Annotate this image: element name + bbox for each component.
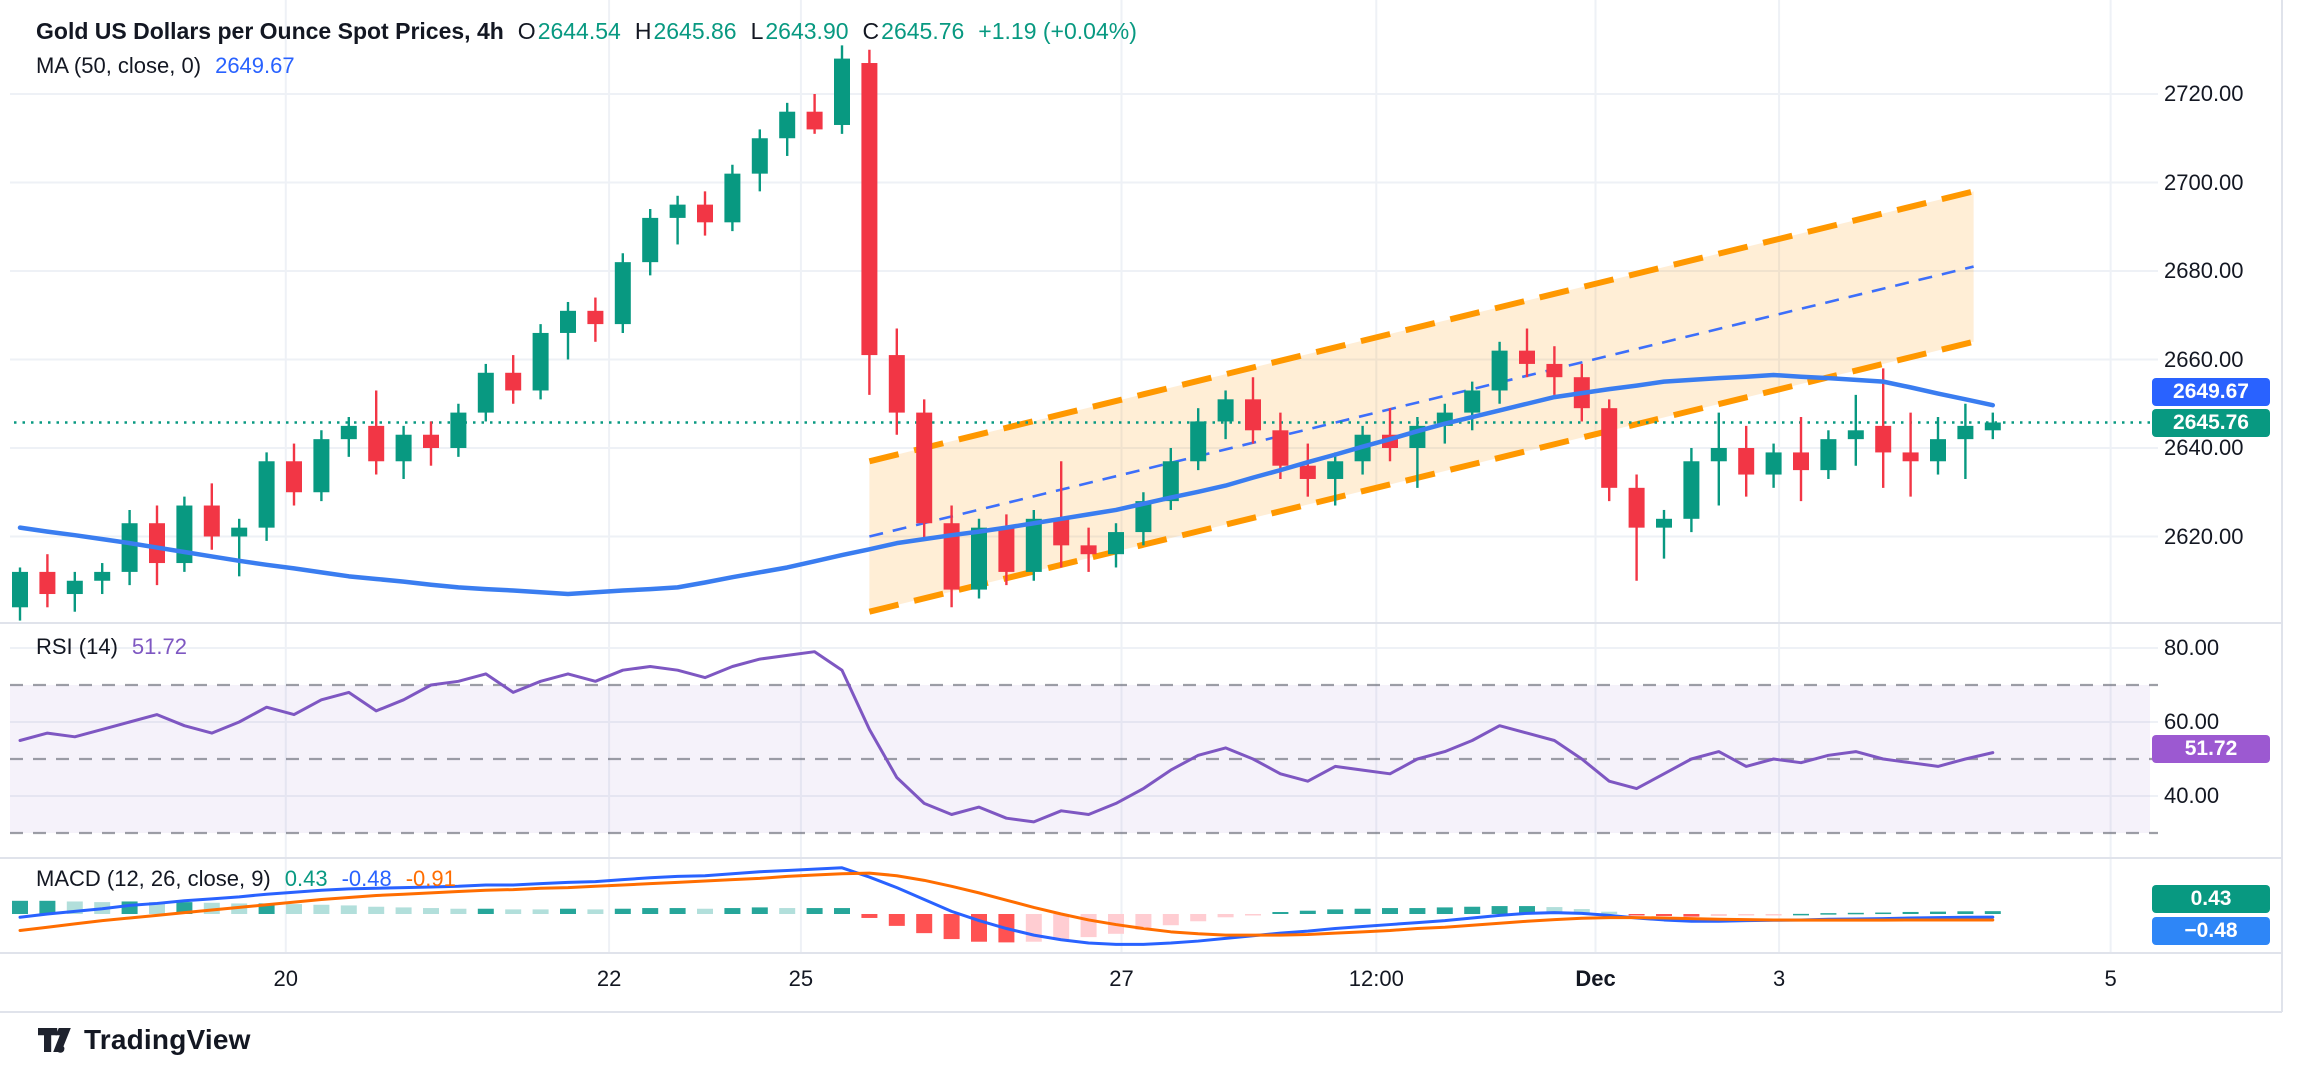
ohlc-low: L 2643.90 xyxy=(751,18,849,45)
last-price-badge: 2645.76 xyxy=(2152,409,2270,437)
time-axis-label: 22 xyxy=(596,966,622,991)
rsi-value-badge: 51.72 xyxy=(2152,735,2270,763)
rsi-legend-row: RSI (14) 51.72 xyxy=(36,634,187,660)
macd-hist-value: 0.43 xyxy=(284,866,328,891)
macd-indicator-label[interactable]: MACD (12, 26, close, 9) xyxy=(36,866,271,891)
time-axis[interactable]: 20 22 25 27 12:00 Dec 3 5 xyxy=(0,952,2150,1012)
time-axis-label: 5 xyxy=(2104,966,2117,991)
high-label: H xyxy=(634,18,652,44)
tradingview-logo-icon xyxy=(38,1028,71,1053)
time-axis-label: 20 xyxy=(273,966,299,991)
open-label: O xyxy=(517,18,536,44)
time-axis-label: 3 xyxy=(1772,966,1786,991)
low-value: 2643.90 xyxy=(765,18,849,44)
main-legend-row: Gold US Dollars per Ounce Spot Prices, 4… xyxy=(36,18,1137,45)
rsi-indicator-label[interactable]: RSI (14) xyxy=(36,634,118,659)
price-axis-label: 2720.00 xyxy=(2164,81,2244,106)
price-axis-label: 2640.00 xyxy=(2164,435,2244,460)
ohlc-close: C 2645.76 xyxy=(863,18,965,45)
close-value: 2645.76 xyxy=(881,18,965,44)
high-value: 2645.86 xyxy=(653,18,737,44)
ohlc-open: O 2644.54 xyxy=(518,18,621,45)
ma-legend-row: MA (50, close, 0) 2649.67 xyxy=(36,53,295,79)
change-value: +1.19 (+0.04%) xyxy=(978,18,1137,44)
rsi-indicator-value: 51.72 xyxy=(131,634,187,659)
time-axis-label: 25 xyxy=(788,966,814,991)
time-axis-label: Dec xyxy=(1575,966,1616,991)
close-label: C xyxy=(862,18,880,44)
rsi-axis-label: 60.00 xyxy=(2164,709,2220,734)
ohlc-high: H 2645.86 xyxy=(635,18,737,45)
time-axis-label: 27 xyxy=(1109,966,1134,991)
price-axis[interactable]: 2720.00 2700.00 2680.00 2660.00 2640.00 2620.… xyxy=(2150,0,2304,1012)
price-axis-label: 2620.00 xyxy=(2164,523,2244,549)
macd-legend-row: MACD (12, 26, close, 9) 0.43 -0.48 -0.91 xyxy=(36,866,456,892)
price-axis-label: 2680.00 xyxy=(2164,258,2244,283)
macd-line-value: -0.48 xyxy=(341,866,392,891)
macd-hist-badge: 0.43 xyxy=(2152,885,2270,913)
tradingview-logo-text: TradingView xyxy=(84,1024,251,1055)
ma-indicator-label[interactable]: MA (50, close, 0) xyxy=(36,53,202,78)
ma-indicator-value: 2649.67 xyxy=(215,53,295,78)
low-label: L xyxy=(750,18,764,44)
open-value: 2644.54 xyxy=(537,18,621,44)
rsi-axis-label: 80.00 xyxy=(2164,635,2220,660)
tradingview-logo[interactable]: TradingView xyxy=(34,1020,251,1060)
macd-signal-value: -0.91 xyxy=(405,866,456,891)
macd-line-badge: −0.48 xyxy=(2152,917,2270,945)
time-axis-label: 12:00 xyxy=(1348,966,1404,991)
price-axis-label: 2660.00 xyxy=(2164,346,2244,372)
symbol-title[interactable]: Gold US Dollars per Ounce Spot Prices, 4… xyxy=(36,18,504,44)
ma-price-badge: 2649.67 xyxy=(2152,378,2270,406)
rsi-axis-label: 40.00 xyxy=(2164,783,2220,808)
price-axis-label: 2700.00 xyxy=(2164,169,2244,195)
